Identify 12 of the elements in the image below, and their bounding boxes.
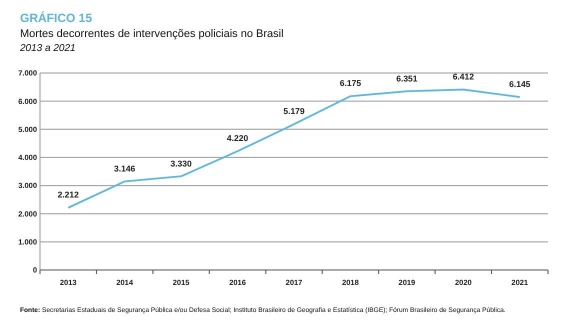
- data-label: 6.145: [509, 79, 531, 90]
- data-label: 6.351: [396, 73, 418, 84]
- text: 2013 a 2021: [19, 43, 76, 54]
- chart-subtitle: Mortes decorrentes de intervenções policiais no Brasil: [20, 28, 284, 40]
- data-label: 2.212: [58, 190, 80, 200]
- data-label: 6.175: [340, 78, 362, 88]
- data-label: 3.146: [114, 163, 136, 174]
- data-label: 5.179: [283, 106, 305, 116]
- data-label: 4.220: [226, 133, 248, 144]
- data-label: 6.412: [452, 72, 474, 82]
- chart-title: GRÁFICO 15: [20, 11, 92, 25]
- data-label: 3.330: [170, 158, 192, 168]
